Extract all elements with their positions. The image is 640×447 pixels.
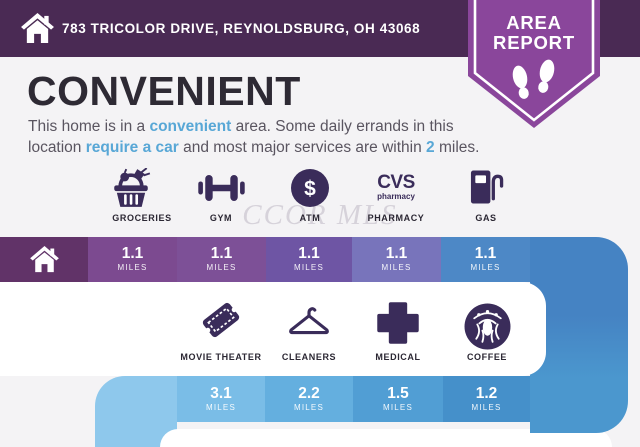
cvs-pharmacy-logo: CVS pharmacy xyxy=(377,172,415,201)
label-cleaners: CLEANERS xyxy=(281,352,337,362)
label-gas: GAS xyxy=(475,213,497,223)
label-groceries: GROCERIES xyxy=(112,213,172,223)
distance-cleaners: 2.2 MILES xyxy=(265,376,353,422)
area-description: This home is in a convenient area. Some … xyxy=(28,116,518,158)
label-medical: MEDICAL xyxy=(375,352,421,362)
label-atm: ATM xyxy=(299,213,321,223)
distance-atm: 1.1 MILES xyxy=(266,237,352,282)
ribbon-home-segment xyxy=(0,237,88,282)
home-icon xyxy=(21,13,54,44)
starbucks-coffee-icon xyxy=(464,303,511,350)
movie-ticket-icon xyxy=(202,302,240,338)
hanger-icon xyxy=(289,307,329,335)
distance-pharmacy: 1.1 MILES xyxy=(352,237,441,282)
property-address: 783 TRICOLOR DRIVE, REYNOLDSBURG, OH 430… xyxy=(62,21,421,36)
distance-movie-theater: 3.1 MILES xyxy=(177,376,265,422)
bottom-card xyxy=(160,429,612,447)
page-title: CONVENIENT xyxy=(27,68,301,114)
groceries-icon xyxy=(114,168,151,207)
description-line-2: location require a car and most major se… xyxy=(28,139,480,156)
label-movie-theater: MOVIE THEATER xyxy=(180,352,262,362)
highlight-require-a-car: require a car xyxy=(85,139,179,156)
distance-groceries: 1.1 MILES xyxy=(88,237,177,282)
gym-icon xyxy=(198,175,245,201)
ribbon-right-descender xyxy=(530,237,628,433)
label-gym: GYM xyxy=(209,213,233,223)
gas-icon xyxy=(470,170,504,204)
footprints-icon xyxy=(512,59,555,99)
area-report-badge xyxy=(468,0,600,128)
description-line-1: This home is in a convenient area. Some … xyxy=(28,118,454,135)
dollar-symbol: $ xyxy=(304,178,316,201)
distance-gas: 1.1 MILES xyxy=(441,237,530,282)
distance-gym: 1.1 MILES xyxy=(177,237,266,282)
home-icon xyxy=(29,246,59,273)
badge-title-line2: REPORT xyxy=(493,32,575,53)
label-coffee: COFFEE xyxy=(466,352,508,362)
atm-icon: $ xyxy=(291,169,329,207)
highlight-convenient: convenient xyxy=(149,118,232,135)
distance-coffee: 1.2 MILES xyxy=(443,376,530,422)
highlight-miles-count: 2 xyxy=(426,139,435,156)
label-pharmacy: PHARMACY xyxy=(367,213,425,223)
distance-medical: 1.5 MILES xyxy=(353,376,443,422)
medical-cross-icon xyxy=(377,302,419,344)
services-card xyxy=(0,282,546,376)
badge-title-line1: AREA xyxy=(506,12,562,33)
